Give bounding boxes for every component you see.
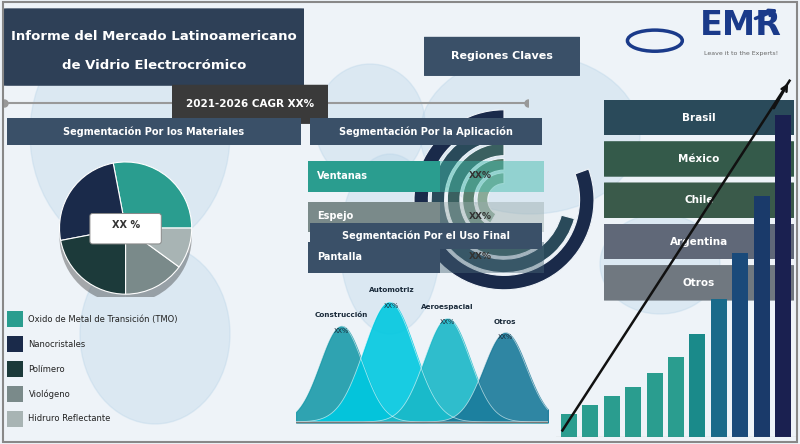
- Wedge shape: [61, 238, 126, 303]
- Text: XX%: XX%: [498, 334, 513, 340]
- Ellipse shape: [340, 154, 440, 334]
- Wedge shape: [61, 228, 126, 294]
- FancyBboxPatch shape: [308, 161, 544, 192]
- Text: XX %: XX %: [111, 220, 140, 230]
- Bar: [604, 396, 620, 437]
- FancyBboxPatch shape: [308, 161, 440, 192]
- FancyBboxPatch shape: [7, 361, 22, 377]
- Ellipse shape: [315, 64, 425, 184]
- FancyBboxPatch shape: [597, 182, 800, 218]
- FancyBboxPatch shape: [90, 214, 162, 244]
- FancyBboxPatch shape: [597, 265, 800, 301]
- Wedge shape: [126, 228, 192, 267]
- Ellipse shape: [600, 214, 720, 314]
- FancyBboxPatch shape: [7, 118, 301, 145]
- Text: Oxido de Metal de Transición (TMO): Oxido de Metal de Transición (TMO): [29, 315, 178, 324]
- FancyBboxPatch shape: [310, 223, 542, 249]
- Text: 2021-2026 CAGR XX%: 2021-2026 CAGR XX%: [186, 99, 314, 109]
- Ellipse shape: [30, 14, 230, 254]
- Bar: [754, 196, 770, 437]
- Text: Argentina: Argentina: [670, 237, 728, 246]
- Bar: [732, 253, 748, 437]
- Text: Ventanas: Ventanas: [318, 171, 369, 181]
- FancyBboxPatch shape: [167, 85, 333, 124]
- FancyBboxPatch shape: [597, 224, 800, 259]
- FancyBboxPatch shape: [308, 242, 440, 273]
- Text: XX%: XX%: [469, 171, 492, 180]
- Bar: [561, 414, 577, 437]
- Text: Segmentación Por los Materiales: Segmentación Por los Materiales: [63, 126, 245, 137]
- Text: Brasil: Brasil: [682, 113, 716, 123]
- Text: Construcción: Construcción: [314, 313, 368, 318]
- FancyBboxPatch shape: [0, 8, 310, 86]
- Text: Otros: Otros: [494, 319, 517, 325]
- FancyBboxPatch shape: [597, 100, 800, 135]
- Text: XX%: XX%: [334, 328, 349, 334]
- Text: Automotriz: Automotriz: [369, 287, 414, 293]
- Text: Segmentación Por el Uso Final: Segmentación Por el Uso Final: [342, 231, 510, 241]
- Wedge shape: [477, 173, 504, 223]
- Wedge shape: [59, 163, 126, 241]
- Bar: [646, 373, 662, 437]
- Text: Leave it to the Experts!: Leave it to the Experts!: [704, 51, 778, 56]
- Text: XX%: XX%: [439, 319, 455, 325]
- Text: XX%: XX%: [469, 252, 492, 261]
- FancyBboxPatch shape: [7, 386, 22, 402]
- Bar: [582, 405, 598, 437]
- Text: Polímero: Polímero: [29, 365, 65, 373]
- Wedge shape: [126, 228, 179, 294]
- FancyBboxPatch shape: [419, 37, 585, 76]
- Text: Hidruro Reflectante: Hidruro Reflectante: [29, 414, 111, 424]
- Ellipse shape: [420, 54, 640, 214]
- FancyBboxPatch shape: [597, 141, 800, 177]
- Text: Regiones Claves: Regiones Claves: [451, 52, 553, 61]
- Text: XX%: XX%: [384, 303, 399, 309]
- Text: Chile: Chile: [684, 195, 714, 205]
- FancyBboxPatch shape: [7, 312, 22, 327]
- Text: Viológeno: Viológeno: [29, 389, 70, 399]
- FancyBboxPatch shape: [7, 337, 22, 352]
- Wedge shape: [431, 127, 574, 273]
- Wedge shape: [462, 159, 508, 241]
- Text: de Vidrio Electrocrómico: de Vidrio Electrocrómico: [62, 59, 246, 72]
- Bar: [775, 115, 791, 437]
- Text: Segmentación Por la Aplicación: Segmentación Por la Aplicación: [339, 126, 513, 137]
- Text: Pantalla: Pantalla: [318, 252, 362, 262]
- FancyBboxPatch shape: [308, 202, 544, 232]
- Wedge shape: [447, 143, 541, 257]
- Text: México: México: [678, 154, 719, 164]
- Text: Informe del Mercado Latinoamericano: Informe del Mercado Latinoamericano: [11, 30, 297, 43]
- Wedge shape: [114, 171, 192, 238]
- Bar: [711, 299, 727, 437]
- Wedge shape: [59, 172, 126, 250]
- Text: Nanocristales: Nanocristales: [29, 340, 86, 349]
- Ellipse shape: [80, 244, 230, 424]
- FancyBboxPatch shape: [308, 242, 544, 273]
- Wedge shape: [414, 110, 594, 290]
- Bar: [625, 387, 641, 437]
- Text: XX%: XX%: [469, 212, 492, 221]
- Text: Espejo: Espejo: [318, 211, 354, 221]
- Bar: [690, 334, 706, 437]
- FancyBboxPatch shape: [308, 202, 440, 232]
- FancyBboxPatch shape: [310, 118, 542, 145]
- FancyBboxPatch shape: [7, 411, 22, 427]
- Bar: [668, 357, 684, 437]
- Text: Otros: Otros: [682, 278, 715, 288]
- Text: EMR: EMR: [700, 9, 782, 42]
- Wedge shape: [114, 162, 192, 228]
- Wedge shape: [126, 238, 179, 303]
- Wedge shape: [126, 238, 192, 276]
- Text: Aeroespacial: Aeroespacial: [421, 304, 474, 310]
